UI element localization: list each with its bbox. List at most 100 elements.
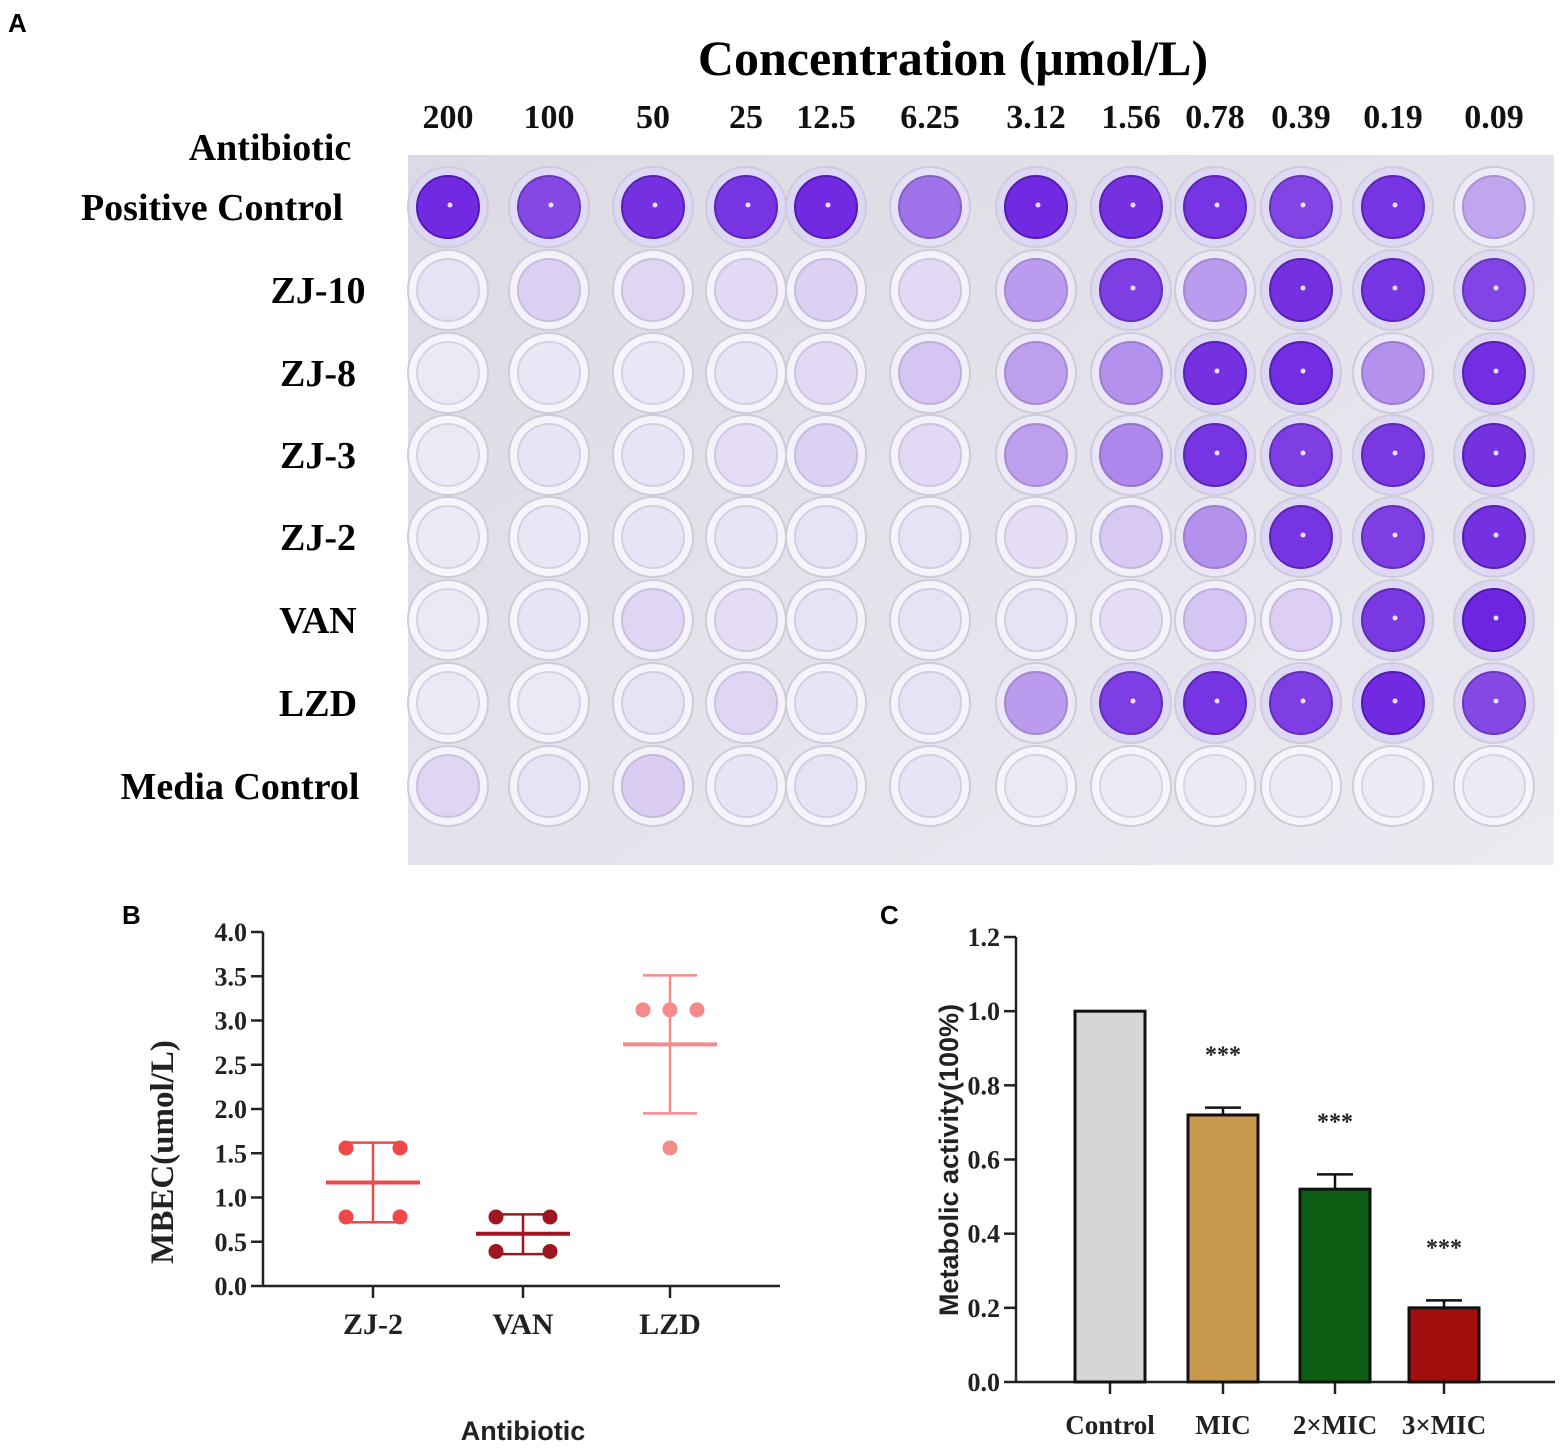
concentration-label: 6.25 xyxy=(900,99,960,136)
b-data-point xyxy=(488,1209,504,1225)
c-x-tick-label: 2×MIC xyxy=(1293,1410,1377,1440)
well xyxy=(508,414,590,496)
well xyxy=(785,745,867,827)
c-y-tick-label: 0.0 xyxy=(968,1368,1001,1397)
plate-row-label: LZD xyxy=(279,683,357,725)
concentration-label: 25 xyxy=(729,99,763,136)
well xyxy=(995,249,1077,331)
concentration-label: 0.09 xyxy=(1464,99,1524,136)
b-x-tick-label: VAN xyxy=(492,1308,553,1341)
well xyxy=(508,745,590,827)
well xyxy=(785,414,867,496)
plate-figure: Concentration (μmol/L) Antibiotic 200 100… xyxy=(81,30,1554,865)
well xyxy=(1260,745,1342,827)
plate-row-label: VAN xyxy=(279,600,356,642)
well xyxy=(1090,662,1172,744)
c-y-axis-title: Metabolic activity(100%) xyxy=(934,1004,964,1316)
well xyxy=(705,332,787,414)
well xyxy=(705,166,787,248)
well xyxy=(785,496,867,578)
c-bar xyxy=(1407,1306,1481,1384)
well xyxy=(1174,662,1256,744)
b-y-tick-label: 0.5 xyxy=(215,1228,248,1257)
well xyxy=(1453,662,1535,744)
well xyxy=(705,249,787,331)
well xyxy=(508,249,590,331)
well xyxy=(1453,414,1535,496)
c-significance-label: *** xyxy=(1426,1235,1462,1261)
concentration-label: 0.39 xyxy=(1271,99,1331,136)
well xyxy=(995,662,1077,744)
concentration-label: 200 xyxy=(423,99,474,136)
well xyxy=(407,496,489,578)
well xyxy=(612,414,694,496)
concentration-label: 100 xyxy=(524,99,575,136)
well xyxy=(407,579,489,661)
b-y-tick-label: 2.5 xyxy=(215,1051,248,1080)
well xyxy=(889,166,971,248)
b-data-point xyxy=(635,1002,651,1018)
c-y-tick-label: 0.4 xyxy=(968,1220,1001,1249)
well xyxy=(407,662,489,744)
mbec-scatter-chart: 0.0 0.5 1.0 1.5 2.0 2.5 3.0 3.5 4.0 ZJ-2 VAN LZD MB… xyxy=(145,918,780,1446)
c-significance-label: *** xyxy=(1205,1043,1241,1069)
c-x-tick-label: MIC xyxy=(1195,1410,1251,1440)
plate-row-label: ZJ-2 xyxy=(280,517,356,559)
concentration-label: 1.56 xyxy=(1101,99,1161,136)
well xyxy=(1174,496,1256,578)
well xyxy=(1260,579,1342,661)
c-x-tick-label: 3×MIC xyxy=(1402,1410,1486,1440)
c-y-tick-label: 0.6 xyxy=(968,1146,1001,1175)
b-group-lzd xyxy=(623,974,717,1156)
well xyxy=(1090,249,1172,331)
well xyxy=(1090,745,1172,827)
well xyxy=(889,745,971,827)
well xyxy=(1260,166,1342,248)
c-bar xyxy=(1298,1187,1372,1384)
panel-label-a: A xyxy=(8,8,27,38)
well xyxy=(612,662,694,744)
b-y-tick-label: 3.0 xyxy=(215,1007,248,1036)
b-data-point xyxy=(542,1243,558,1259)
well xyxy=(1453,745,1535,827)
b-data-point xyxy=(338,1209,354,1225)
b-y-tick-label: 2.0 xyxy=(215,1095,248,1124)
well xyxy=(785,579,867,661)
b-data-point xyxy=(392,1209,408,1225)
well xyxy=(612,745,694,827)
well xyxy=(1453,166,1535,248)
well xyxy=(1260,662,1342,744)
b-data-point xyxy=(689,1002,705,1018)
well xyxy=(1090,496,1172,578)
well xyxy=(1260,332,1342,414)
well xyxy=(889,332,971,414)
well xyxy=(1174,579,1256,661)
b-y-tick-label: 0.0 xyxy=(215,1272,248,1301)
well xyxy=(612,579,694,661)
concentration-label: 50 xyxy=(636,99,670,136)
well xyxy=(1090,166,1172,248)
b-y-tick-label: 4.0 xyxy=(215,918,248,947)
well xyxy=(508,662,590,744)
well xyxy=(705,745,787,827)
c-x-tick-label: Control xyxy=(1065,1410,1155,1440)
panel-label-c: C xyxy=(880,900,899,930)
well xyxy=(995,332,1077,414)
well xyxy=(407,166,489,248)
well xyxy=(1174,414,1256,496)
concentration-label: 12.5 xyxy=(796,99,856,136)
well xyxy=(889,662,971,744)
plate-row-label: Media Control xyxy=(121,766,360,808)
b-x-axis-title: Antibiotic xyxy=(461,1416,585,1446)
well xyxy=(1174,745,1256,827)
b-data-point xyxy=(542,1209,558,1225)
b-data-point xyxy=(662,1002,678,1018)
well xyxy=(785,332,867,414)
plate-row-header: Antibiotic xyxy=(189,127,352,169)
well xyxy=(705,662,787,744)
well xyxy=(508,332,590,414)
well xyxy=(1260,496,1342,578)
well xyxy=(1352,249,1434,331)
well xyxy=(1352,332,1434,414)
well xyxy=(1174,249,1256,331)
